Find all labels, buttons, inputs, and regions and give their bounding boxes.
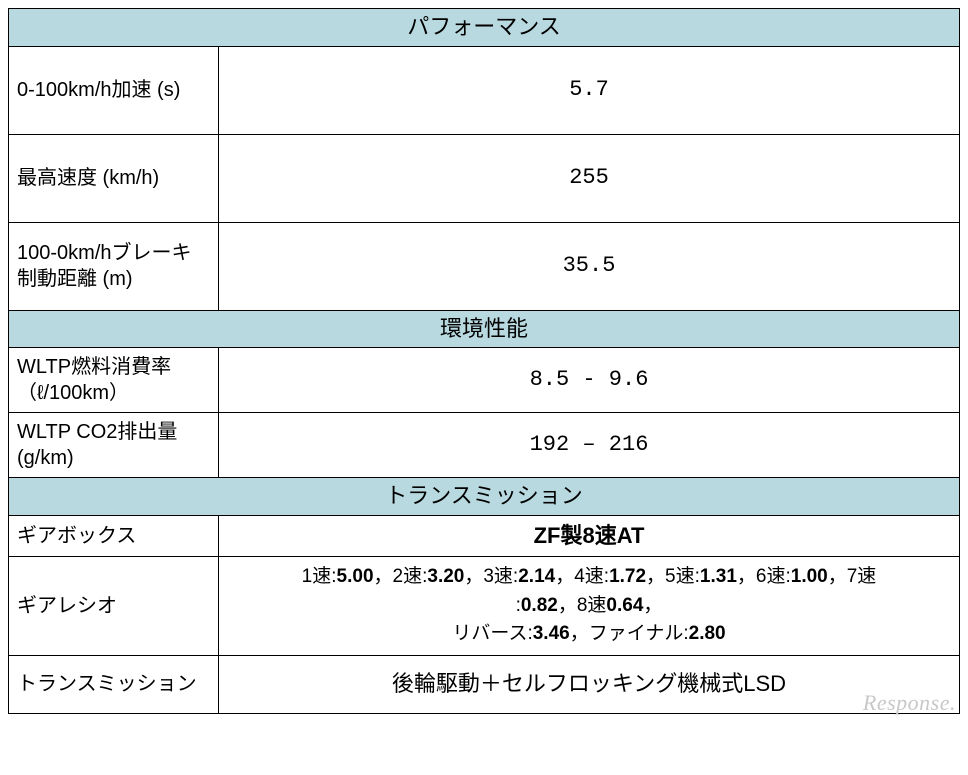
label-gearbox: ギアボックス (9, 515, 219, 557)
value-top-speed: 255 (219, 134, 960, 222)
value-drivetrain: 後輪駆動＋セルフロッキング機械式LSD (219, 655, 960, 713)
value-gear-ratio: 1速:5.00，2速:3.20，3速:2.14，4速:1.72，5速:1.31，… (219, 557, 960, 656)
value-braking: 35.5 (219, 222, 960, 310)
label-wltp-fuel: WLTP燃料消費率（ℓ/100km） (9, 348, 219, 413)
section-header-transmission: トランスミッション (9, 478, 960, 516)
label-top-speed: 最高速度 (km/h) (9, 134, 219, 222)
spec-table: パフォーマンス 0-100km/h加速 (s) 5.7 最高速度 (km/h) … (8, 8, 960, 714)
section-header-environment: 環境性能 (9, 310, 960, 348)
section-header-performance: パフォーマンス (9, 9, 960, 47)
label-braking: 100-0km/hブレーキ制動距離 (m) (9, 222, 219, 310)
label-wltp-co2: WLTP CO2排出量 (g/km) (9, 413, 219, 478)
label-drivetrain: トランスミッション (9, 655, 219, 713)
label-gear-ratio: ギアレシオ (9, 557, 219, 656)
gear-ratio-line3: リバース:3.46，ファイナル:2.80 (227, 620, 951, 649)
value-0-100: 5.7 (219, 46, 960, 134)
gear-ratio-line2: :0.82，8速0.64， (227, 592, 951, 621)
value-wltp-co2: 192 – 216 (219, 413, 960, 478)
value-wltp-fuel: 8.5 - 9.6 (219, 348, 960, 413)
label-0-100: 0-100km/h加速 (s) (9, 46, 219, 134)
gear-ratio-line1: 1速:5.00，2速:3.20，3速:2.14，4速:1.72，5速:1.31，… (227, 563, 951, 592)
value-gearbox: ZF製8速AT (219, 515, 960, 557)
